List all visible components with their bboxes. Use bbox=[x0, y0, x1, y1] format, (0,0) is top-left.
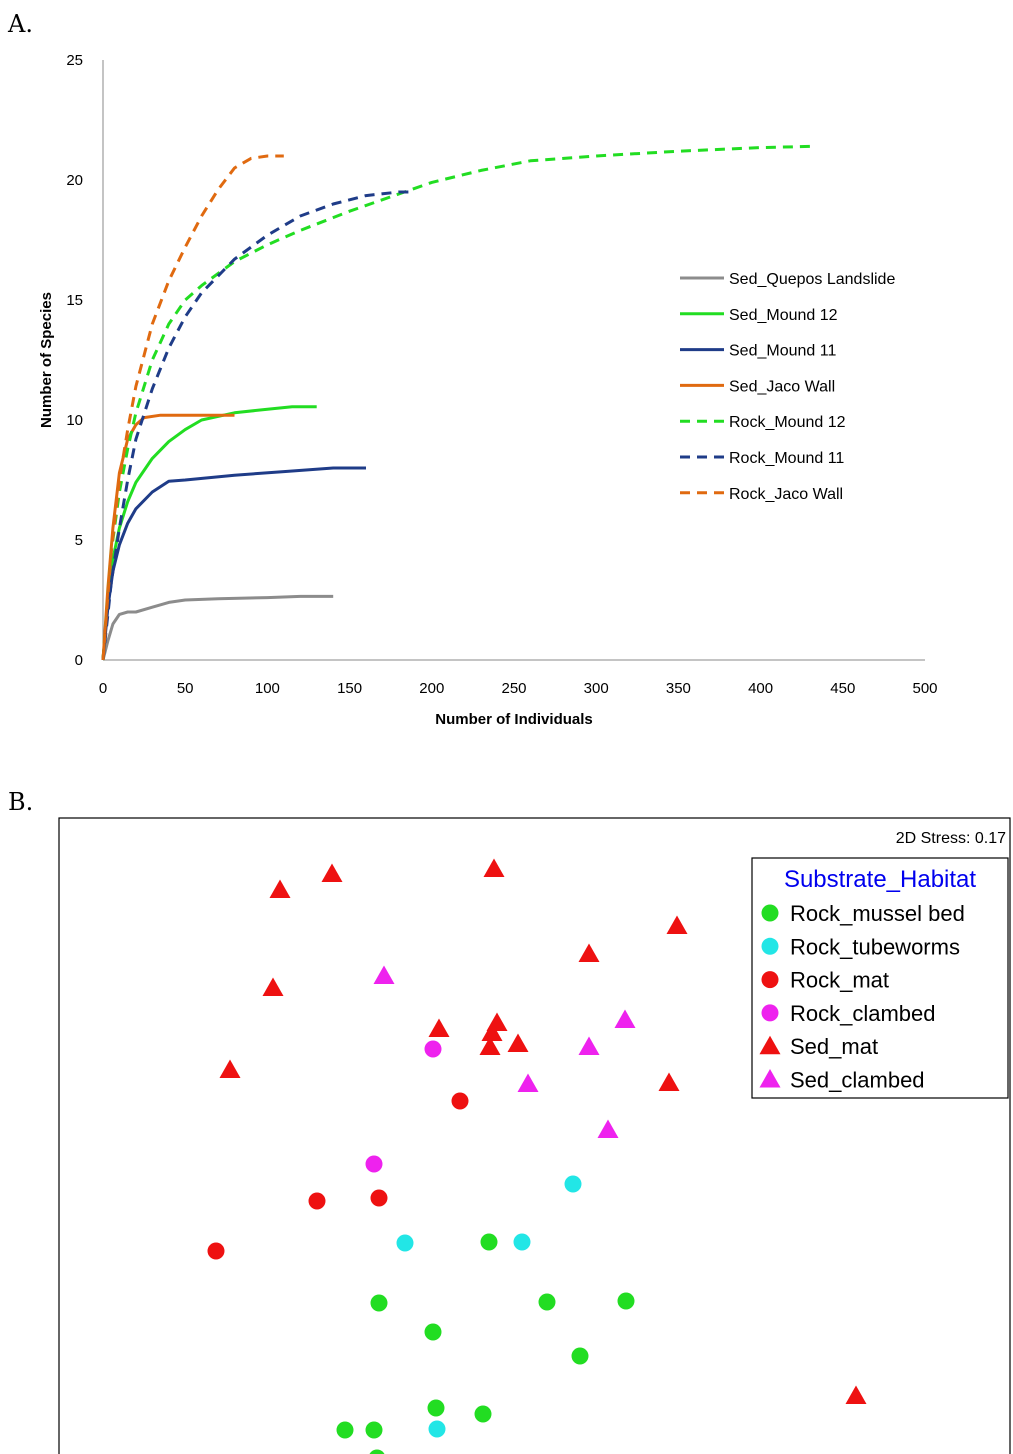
point-sed-clambed bbox=[578, 1036, 600, 1055]
x-tick-label: 100 bbox=[255, 680, 280, 697]
point-sed-mat bbox=[262, 977, 284, 996]
point-rock-mat bbox=[451, 1092, 469, 1110]
y-axis-title: Number of Species bbox=[38, 292, 55, 428]
stress-annotation: 2D Stress: 0.17 bbox=[896, 830, 1006, 847]
series-line-sed-mound-12 bbox=[101, 405, 317, 661]
x-tick-label: 50 bbox=[177, 680, 194, 697]
legend-label-sed-mound-12: Sed_Mound 12 bbox=[729, 307, 838, 324]
point-rock-mussel-bed bbox=[336, 1421, 354, 1439]
x-tick-label: 250 bbox=[501, 680, 526, 697]
y-tick-label: 5 bbox=[75, 532, 83, 549]
point-rock-mat bbox=[370, 1189, 388, 1207]
legend-label-rock-clambed: Rock_clambed bbox=[790, 1001, 936, 1026]
plot-frame bbox=[58, 817, 1011, 1454]
point-sed-mat bbox=[658, 1072, 680, 1091]
point-rock-tubeworms bbox=[564, 1175, 582, 1193]
series-line-sed-mound-11 bbox=[101, 466, 366, 661]
point-rock-mussel-bed bbox=[369, 1449, 385, 1454]
point-sed-mat bbox=[321, 863, 343, 882]
point-sed-mat bbox=[578, 943, 600, 962]
point-sed-mat bbox=[428, 1018, 450, 1037]
y-tick-label: 0 bbox=[75, 652, 83, 669]
point-rock-mussel-bed bbox=[538, 1293, 556, 1311]
legend-label-sed-quepos-landslide: Sed_Quepos Landslide bbox=[729, 271, 895, 288]
point-sed-mat bbox=[507, 1033, 529, 1052]
point-rock-mussel-bed bbox=[617, 1292, 635, 1310]
legend-box bbox=[751, 857, 1009, 1099]
series-line-rock-mound-12 bbox=[101, 144, 810, 661]
panel-a-label: A. bbox=[7, 10, 33, 38]
legend-label-rock-mound-12: Rock_Mound 12 bbox=[729, 414, 846, 431]
point-rock-mussel-bed bbox=[474, 1405, 492, 1423]
point-rock-mat bbox=[308, 1192, 326, 1210]
point-rock-mussel-bed bbox=[480, 1233, 498, 1251]
legend-label-sed-mound-11: Sed_Mound 11 bbox=[729, 343, 836, 360]
series-line-rock-jaco-wall bbox=[101, 154, 284, 661]
point-sed-clambed bbox=[517, 1073, 539, 1092]
point-rock-mat bbox=[207, 1242, 225, 1260]
legend-label-sed-mat: Sed_mat bbox=[790, 1034, 878, 1059]
legend-label-rock-jaco-wall: Rock_Jaco Wall bbox=[729, 486, 843, 503]
x-tick-label: 0 bbox=[99, 680, 107, 697]
legend-label-rock-tubeworms: Rock_tubeworms bbox=[790, 934, 960, 959]
point-rock-mussel-bed bbox=[370, 1294, 388, 1312]
legend-label-rock-mat: Rock_mat bbox=[790, 968, 889, 993]
series-line-sed-jaco-wall bbox=[101, 413, 235, 661]
point-rock-mussel-bed bbox=[571, 1347, 589, 1365]
y-tick-label: 25 bbox=[66, 52, 83, 69]
point-sed-mat bbox=[481, 1022, 503, 1041]
point-rock-tubeworms bbox=[396, 1234, 414, 1252]
legend-marker-rock-mussel-bed bbox=[761, 904, 779, 922]
point-sed-mat bbox=[479, 1036, 501, 1055]
x-tick-label: 400 bbox=[748, 680, 773, 697]
x-axis-title: Number of Individuals bbox=[435, 711, 593, 728]
point-sed-mat bbox=[845, 1385, 867, 1404]
point-rock-clambed bbox=[424, 1040, 442, 1058]
point-sed-clambed bbox=[614, 1009, 636, 1028]
legend-marker-sed-mat bbox=[759, 1035, 781, 1055]
point-sed-mat bbox=[666, 915, 688, 934]
x-tick-label: 200 bbox=[419, 680, 444, 697]
point-rock-clambed bbox=[365, 1155, 383, 1173]
point-rock-mussel-bed bbox=[365, 1421, 383, 1439]
x-tick-label: 350 bbox=[666, 680, 691, 697]
legend-marker-rock-clambed bbox=[761, 1004, 779, 1022]
legend-marker-sed-clambed bbox=[759, 1069, 781, 1088]
point-sed-mat bbox=[483, 858, 505, 877]
point-sed-clambed bbox=[373, 965, 395, 984]
legend-title: Substrate_Habitat bbox=[784, 866, 976, 893]
legend-label-sed-clambed: Sed_clambed bbox=[790, 1068, 925, 1093]
point-sed-mat bbox=[219, 1059, 241, 1078]
y-tick-label: 15 bbox=[66, 292, 83, 309]
y-tick-label: 10 bbox=[66, 412, 83, 429]
point-rock-mussel-bed bbox=[427, 1399, 445, 1417]
point-rock-tubeworms bbox=[428, 1420, 446, 1438]
x-tick-label: 300 bbox=[584, 680, 609, 697]
point-rock-tubeworms bbox=[513, 1233, 531, 1251]
y-tick-label: 20 bbox=[66, 172, 83, 189]
point-sed-clambed bbox=[597, 1119, 619, 1138]
x-tick-label: 150 bbox=[337, 680, 362, 697]
point-rock-mussel-bed bbox=[424, 1323, 442, 1341]
point-sed-mat bbox=[269, 879, 291, 898]
panel-b-label: B. bbox=[8, 788, 33, 816]
legend-label-rock-mussel-bed: Rock_mussel bed bbox=[790, 901, 965, 926]
legend-label-rock-mound-11: Rock_Mound 11 bbox=[729, 450, 844, 467]
legend-label-sed-jaco-wall: Sed_Jaco Wall bbox=[729, 378, 835, 395]
series-line-sed-quepos-landslide bbox=[101, 594, 334, 661]
legend-marker-rock-tubeworms bbox=[761, 937, 779, 955]
x-tick-label: 500 bbox=[912, 680, 937, 697]
series-line-rock-mound-11 bbox=[101, 190, 416, 661]
chart-a: 0 50 100 150 200 250 300 350 400 450 500 0 5 10 15 20 25… bbox=[38, 52, 938, 728]
legend-marker-rock-mat bbox=[761, 971, 779, 989]
x-tick-label: 450 bbox=[830, 680, 855, 697]
chart-b: 2D Stress: 0.17 Substrate_Habitat Rock_mus… bbox=[58, 817, 1011, 1454]
